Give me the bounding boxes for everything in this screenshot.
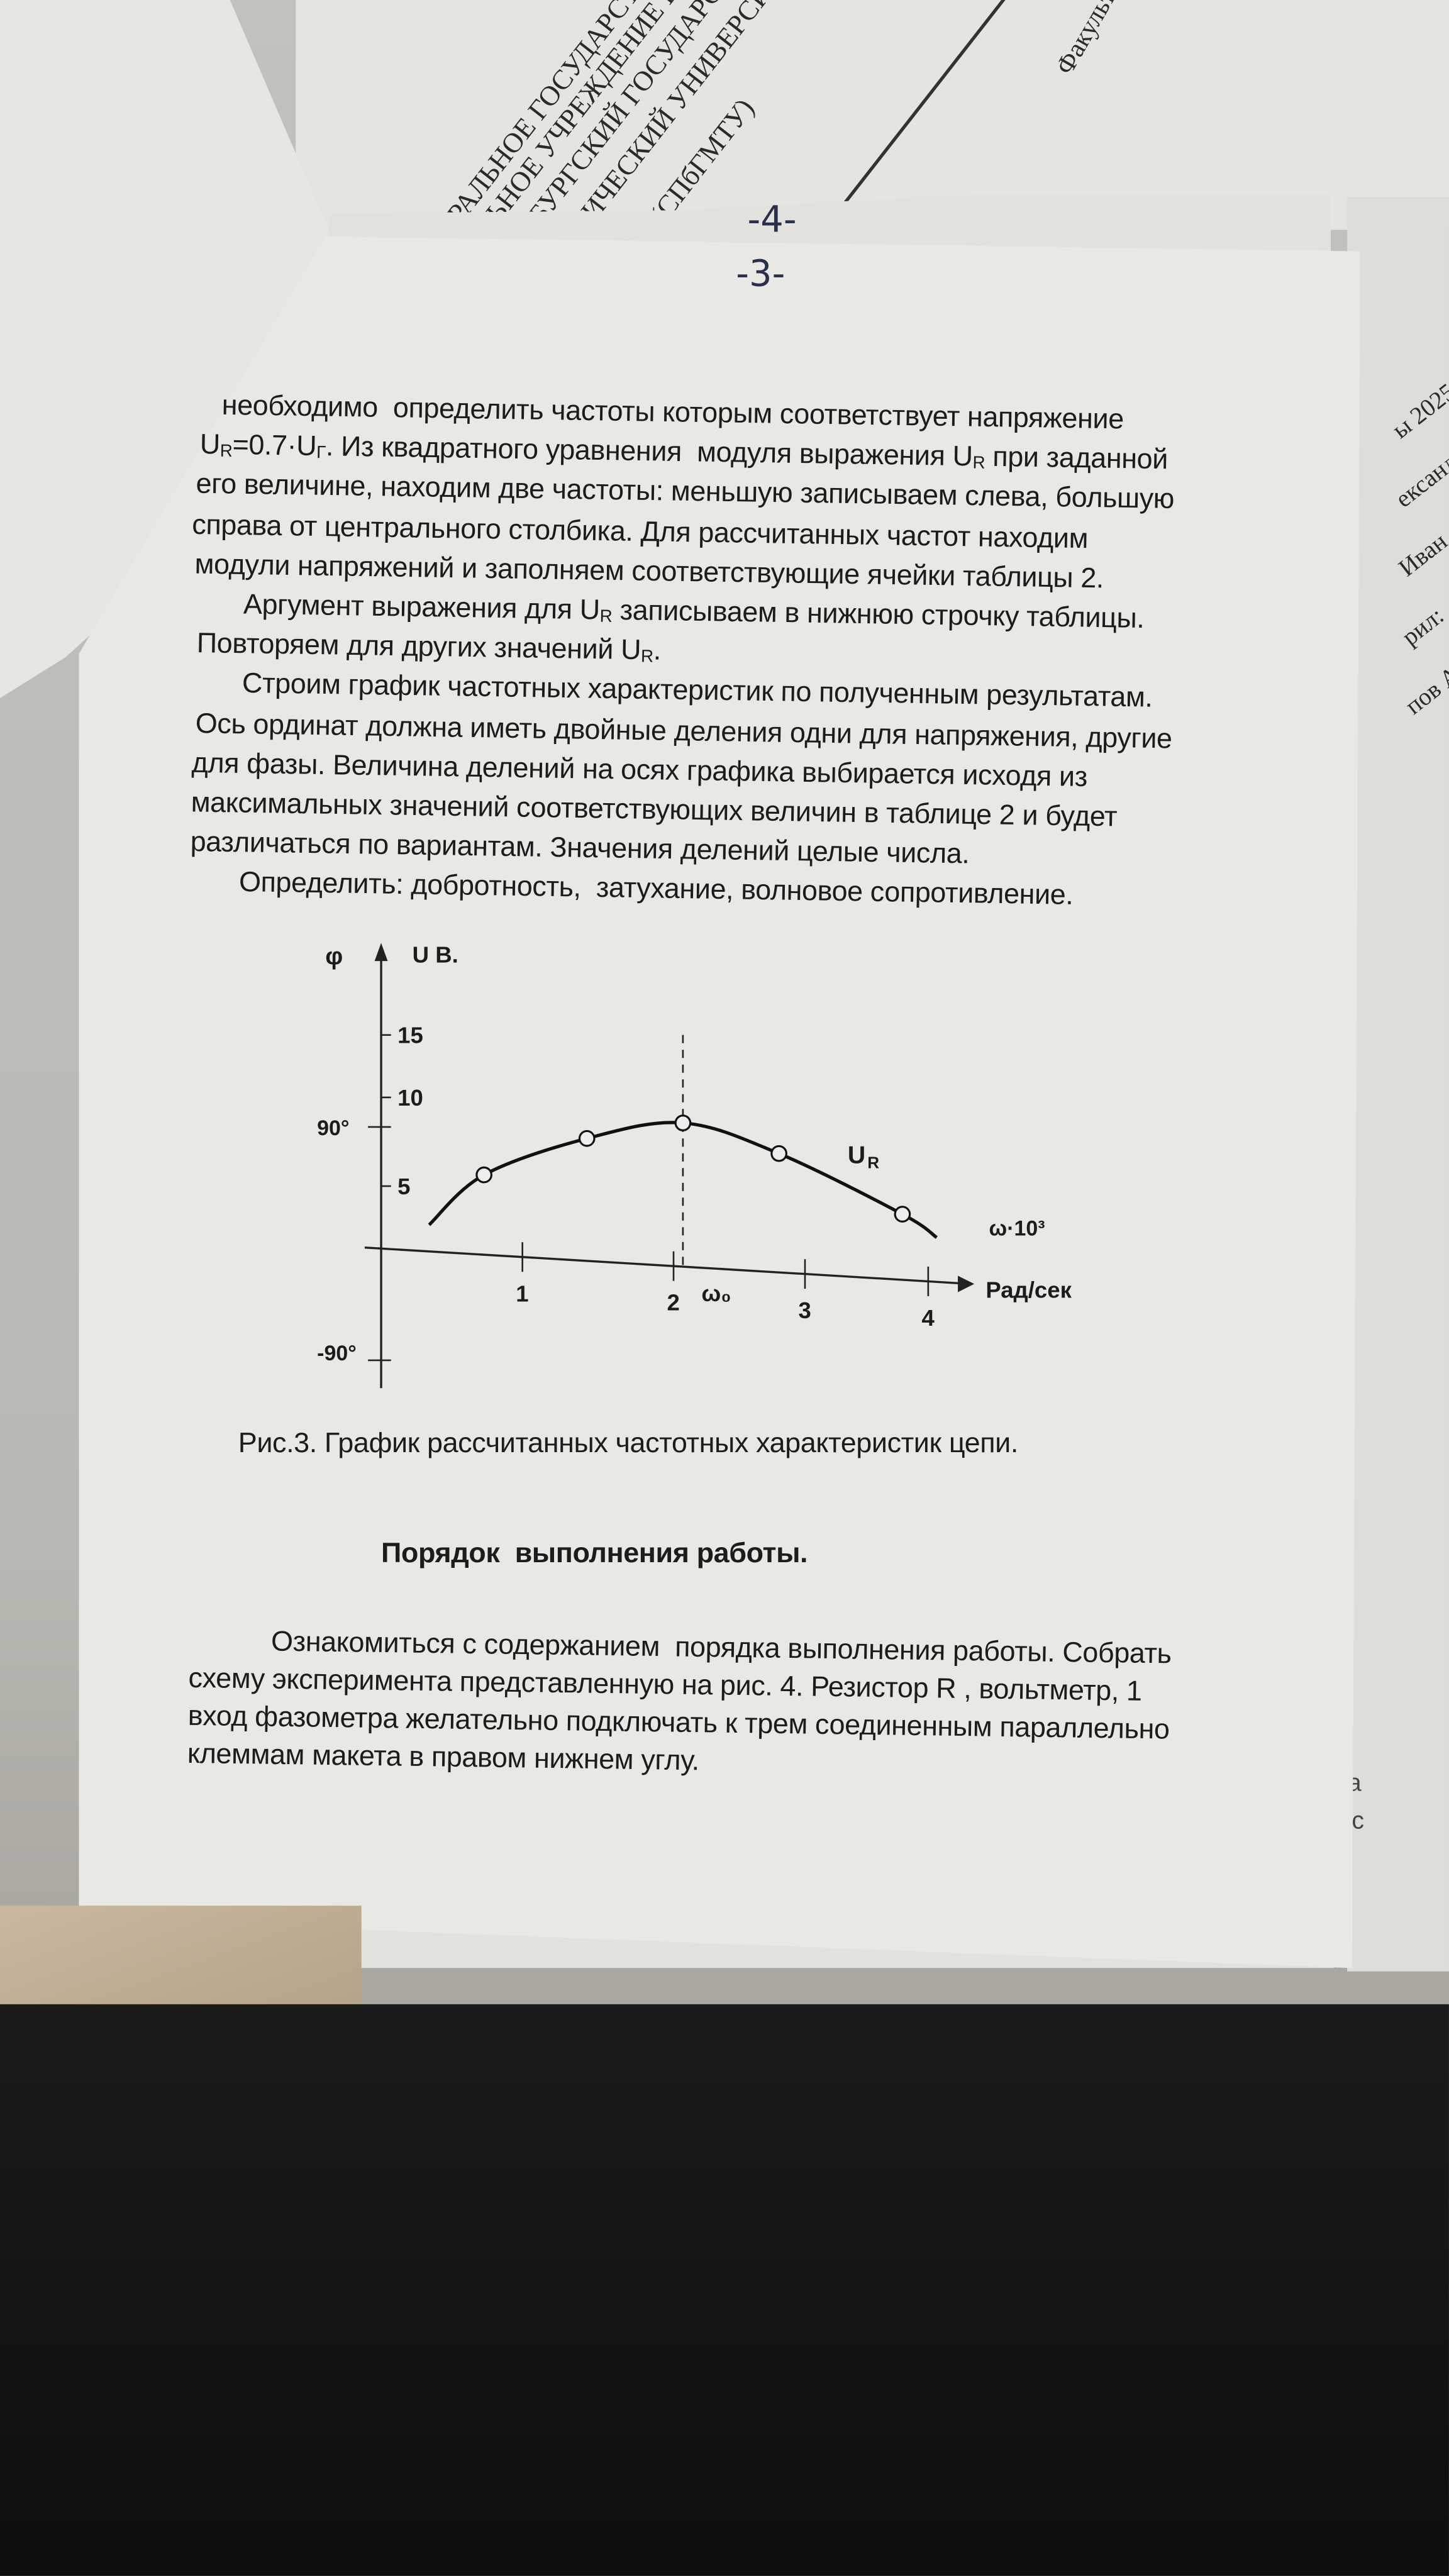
x-axis (364, 1246, 965, 1285)
x-tick-label: 2 (667, 1290, 680, 1316)
phase-tick-label: -90° (317, 1341, 357, 1365)
series-label-sub: R (867, 1153, 879, 1172)
main-page (79, 236, 1360, 1968)
data-point (674, 1114, 692, 1131)
dark-fabric (0, 2004, 1449, 2576)
right-sheet (1347, 197, 1449, 1972)
data-point (894, 1206, 911, 1223)
voltage-axis-label: U В. (413, 942, 458, 968)
figure-caption: Рис.3. График рассчитанных частотных хар… (238, 1426, 1019, 1459)
x-unit-label: Рад/сек (985, 1277, 1072, 1303)
y-axis-arrow (374, 943, 388, 962)
y-tick-label: 15 (397, 1023, 423, 1048)
y-tick-label: 5 (397, 1174, 410, 1199)
x-tick-label: 3 (799, 1297, 811, 1323)
page-number: -3- (736, 254, 786, 296)
x-tick-label: 1 (516, 1280, 528, 1306)
phase-tick-label: 90° (317, 1116, 349, 1140)
resonance-label: ω₀ (701, 1280, 731, 1306)
x-axis-label: ω·10³ (989, 1216, 1045, 1240)
series-label: U (848, 1141, 865, 1169)
procedure-line: клеммам макета в правом нижнем углу. (187, 1736, 700, 1777)
y-tick-label: 10 (397, 1085, 423, 1111)
data-point (578, 1130, 596, 1147)
data-point (475, 1166, 492, 1184)
data-point (770, 1145, 787, 1162)
x-axis-arrow (958, 1275, 975, 1292)
x-tick-label: 4 (921, 1305, 935, 1331)
phase-axis-label: φ (325, 943, 343, 970)
section-heading: Порядок выполнения работы. (381, 1536, 808, 1569)
page-4-number: -4- (747, 200, 797, 242)
